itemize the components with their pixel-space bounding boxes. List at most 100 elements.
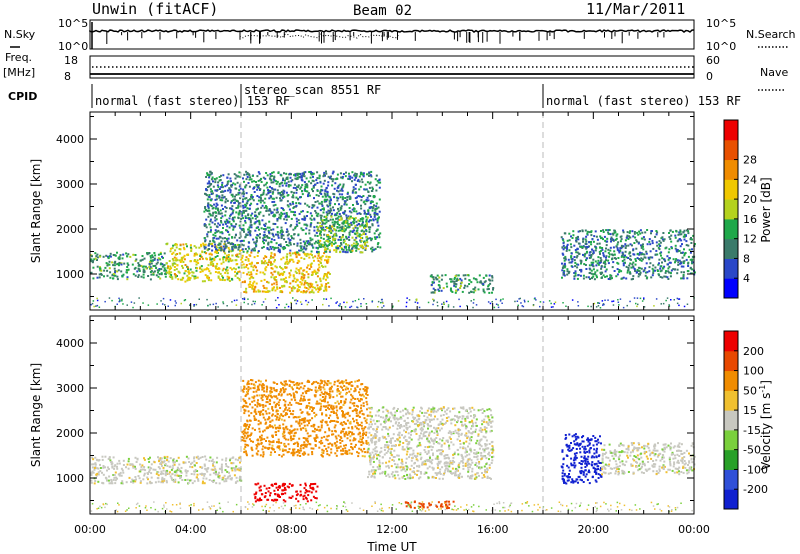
power-noise-cell: [305, 299, 307, 302]
power-cell-2: [297, 284, 300, 287]
velocity-cell-0: [147, 458, 150, 460]
power-cell-3: [242, 227, 245, 230]
power-cell-2: [268, 290, 271, 293]
power-cell-3: [326, 212, 329, 215]
power-cell-3: [260, 194, 263, 197]
power-cell-1: [221, 279, 224, 281]
power-cell-6: [592, 258, 595, 261]
power-cell-3: [363, 230, 366, 233]
power-cell-3: [273, 246, 276, 249]
power-cell-3: [329, 202, 332, 205]
power-cell-5: [482, 290, 485, 293]
power-cell-3: [376, 219, 379, 222]
power-cell-2: [316, 252, 319, 255]
power-cell-3: [220, 204, 223, 207]
velocity-cell-0: [239, 461, 241, 464]
power-cell-6: [684, 252, 687, 254]
power-cell-6: [566, 270, 569, 273]
power-cell-6: [571, 237, 574, 239]
power-cell-3: [234, 195, 236, 198]
velocity-cell-2: [247, 410, 250, 413]
power-cell-3: [324, 190, 327, 193]
power-cell-3: [348, 210, 351, 213]
power-noise-cell: [118, 297, 120, 300]
power-cell-4: [366, 216, 369, 219]
velocity-cell-2: [302, 427, 305, 430]
power-noise-cell: [217, 306, 219, 308]
power-cell-3: [309, 225, 312, 228]
power-cell-3: [378, 186, 381, 189]
power-cell-2: [256, 262, 259, 264]
power-cell-3: [273, 179, 276, 182]
power-cell-6: [590, 272, 593, 275]
power-noise-cell: [668, 304, 670, 306]
power-cell-3: [288, 208, 291, 211]
power-cell-3: [267, 236, 270, 239]
velocity-cell-0: [177, 475, 180, 477]
power-cell-3: [224, 222, 227, 225]
power-cell-6: [594, 230, 597, 233]
power-cell-3: [211, 176, 214, 179]
power-cell-3: [231, 184, 234, 186]
power-noise-cell: [643, 306, 646, 308]
sky-right-tick-bottom: 10^0: [706, 40, 736, 53]
power-cell-3: [209, 240, 212, 243]
power-cell-6: [570, 252, 573, 255]
power-cell-4: [324, 222, 327, 225]
power-cell-4: [358, 235, 361, 238]
power-cell-3: [256, 215, 259, 218]
power-cell-2: [305, 290, 308, 293]
power-cell-4: [319, 222, 322, 225]
power-cell-6: [642, 258, 644, 261]
power-cell-6: [646, 243, 649, 246]
power-cell-3: [360, 196, 363, 199]
power-noise-cell: [381, 298, 383, 301]
power-cell-3: [323, 192, 326, 195]
velocity-cell-0: [106, 479, 108, 482]
power-cell-2: [278, 286, 281, 289]
power-cell-3: [311, 238, 314, 241]
power-cell-3: [298, 249, 301, 252]
date-title: 11/Mar/2011: [586, 0, 685, 18]
power-cell-2: [285, 266, 288, 269]
power-cell-3: [370, 239, 373, 242]
power-cell-6: [579, 269, 581, 271]
power-cell-3: [234, 244, 237, 246]
velocity-cell-2: [365, 397, 368, 400]
power-cell-6: [608, 229, 611, 231]
velocity-cell-0: [135, 478, 137, 481]
power-cell-3: [259, 211, 262, 214]
power-cell-6: [607, 229, 610, 232]
power-cell-1: [179, 261, 182, 263]
power-cell-3: [274, 203, 277, 206]
velocity-cell-1: [288, 482, 291, 485]
velocity-cell-1: [314, 497, 317, 499]
power-cell-6: [640, 246, 643, 249]
power-noise-cell: [415, 299, 418, 302]
power-cell-3: [266, 226, 269, 229]
power-noise-cell: [602, 304, 604, 306]
velocity-cell-0: [188, 479, 191, 482]
power-cell-6: [600, 260, 602, 262]
power-noise-cell: [598, 302, 601, 304]
velocity-cell-0: [196, 473, 199, 476]
velocity-cell-0: [202, 473, 205, 476]
power-cell-3: [305, 183, 308, 186]
power-cell-3: [332, 218, 334, 221]
power-cell-3: [301, 218, 304, 221]
power-noise-cell: [294, 299, 296, 302]
freq-label-1: Freq.: [5, 51, 32, 64]
power-cell-6: [573, 244, 576, 247]
power-cell-2: [309, 283, 312, 286]
power-cell-6: [617, 257, 620, 259]
power-noise-cell: [90, 303, 92, 306]
power-cell-2: [288, 260, 291, 263]
power-cell-1: [189, 277, 192, 280]
power-cell-0: [125, 252, 128, 255]
power-cell-2: [270, 267, 273, 270]
power-cell-3: [368, 172, 371, 175]
power-cell-5: [453, 282, 456, 285]
power-cell-6: [607, 231, 610, 234]
sky-noise-trace: [89, 22, 695, 49]
power-cell-1: [179, 243, 182, 246]
